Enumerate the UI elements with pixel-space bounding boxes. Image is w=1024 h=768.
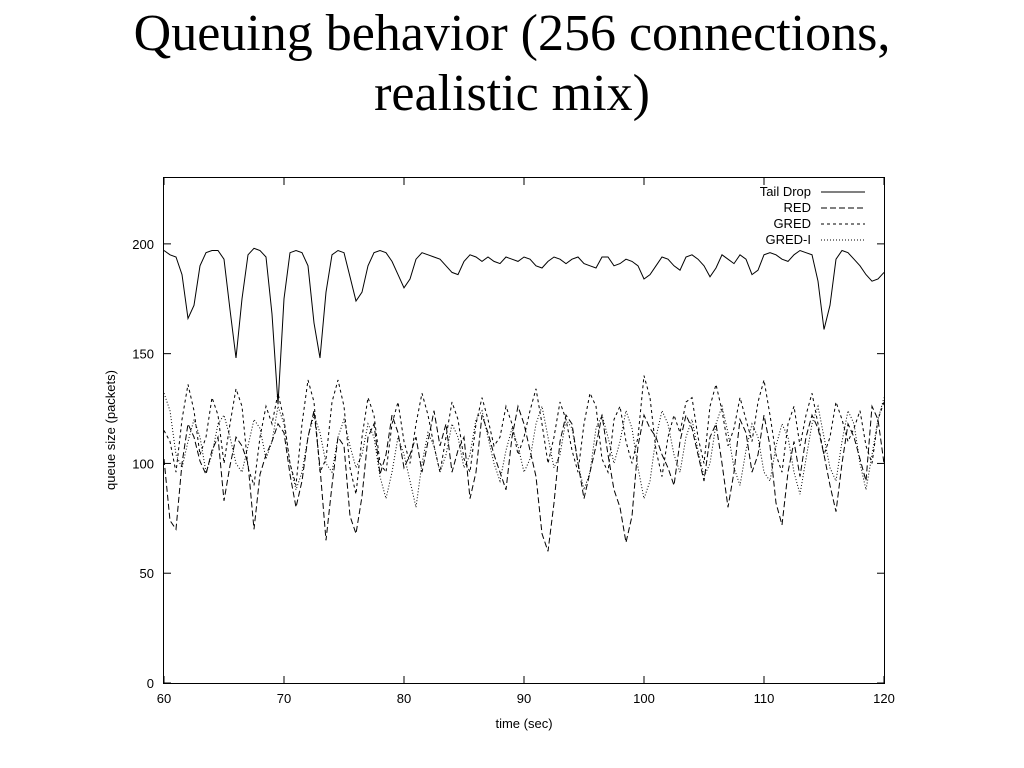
series-layer bbox=[163, 247, 885, 552]
axis-ticks: 60 70 80 90 100 110 120 0 50 100 150 200 bbox=[132, 178, 895, 706]
series-line-gred-i bbox=[163, 393, 885, 508]
slide-title: Queuing behavior (256 connections, reali… bbox=[0, 4, 1024, 124]
plot-frame bbox=[163, 177, 885, 684]
x-tick-label: 110 bbox=[754, 691, 775, 706]
x-tick-label: 100 bbox=[633, 691, 655, 706]
series-line-tail-drop bbox=[163, 247, 885, 405]
legend-label-red: RED bbox=[784, 200, 811, 215]
slide-title-line-2: realistic mix) bbox=[374, 65, 650, 122]
legend-label-gred: GRED bbox=[773, 216, 811, 231]
x-tick-label: 120 bbox=[873, 691, 895, 706]
y-tick-label: 100 bbox=[132, 456, 154, 471]
series-line-gred bbox=[163, 375, 885, 495]
x-tick-label: 80 bbox=[397, 691, 411, 706]
legend-label-gred-i: GRED-I bbox=[766, 232, 812, 247]
x-tick-label: 60 bbox=[157, 691, 171, 706]
x-tick-label: 70 bbox=[277, 691, 291, 706]
y-tick-label: 150 bbox=[132, 347, 154, 362]
y-tick-label: 200 bbox=[132, 237, 154, 252]
x-tick-label: 90 bbox=[517, 691, 531, 706]
y-tick-label: 50 bbox=[140, 566, 154, 581]
slide-title-line-1: Queuing behavior (256 connections, bbox=[133, 5, 891, 62]
series-line-red bbox=[163, 404, 885, 552]
y-axis-label: queue size (packets) bbox=[103, 370, 118, 490]
x-axis-label: time (sec) bbox=[495, 716, 552, 731]
legend-label-tail-drop: Tail Drop bbox=[760, 184, 811, 199]
y-tick-label: 0 bbox=[147, 676, 154, 691]
